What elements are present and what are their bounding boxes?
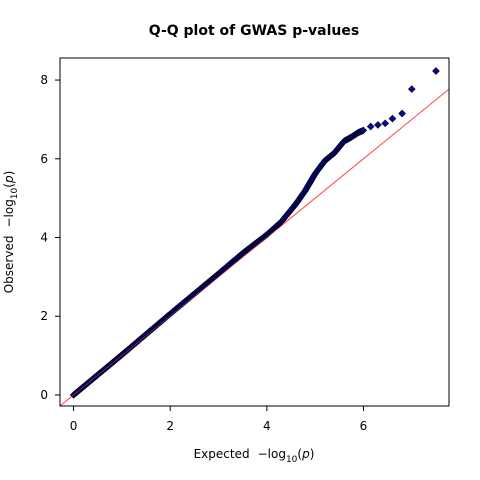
- plot-frame: [59, 57, 450, 407]
- x-axis-label-minus: −: [258, 447, 268, 461]
- y-tick-label: 2: [40, 309, 48, 323]
- data-point-top: [381, 119, 390, 128]
- y-tick-label: 8: [40, 73, 48, 87]
- x-tick-label: 6: [360, 419, 368, 433]
- y-axis-label-sub: 10: [10, 187, 20, 199]
- y-axis-label-var: p: [2, 175, 16, 184]
- data-point-top: [366, 122, 375, 131]
- data-point: [359, 126, 368, 135]
- y-tick-label: 6: [40, 152, 48, 166]
- y-axis-label: Observed −log10(p): [2, 171, 20, 294]
- x-axis-label-var: p: [301, 447, 310, 461]
- data-point-top: [374, 121, 382, 129]
- data-point-top: [388, 114, 397, 123]
- x-axis-label-sub: 10: [286, 455, 298, 465]
- x-axis-label: Expected −log10(p): [194, 447, 315, 465]
- data-point-top: [398, 109, 406, 118]
- y-axis-label-minus: −: [2, 217, 16, 227]
- x-axis-label-close: ): [310, 447, 315, 461]
- chart-title: Q-Q plot of GWAS p-values: [149, 23, 359, 39]
- plot-content: [60, 67, 449, 406]
- y-axis-label-open: (: [2, 183, 16, 188]
- x-axis-label-open: (: [297, 447, 302, 461]
- x-tick-label: 0: [70, 419, 78, 433]
- ticks-layer: 0 2 4 6 0 2 4 6 8: [40, 73, 367, 433]
- y-axis-label-prefix: Observed: [2, 236, 16, 294]
- y-tick-label: 0: [40, 388, 48, 402]
- x-axis-label-prefix: Expected: [194, 447, 250, 461]
- x-axis-label-log: log: [268, 447, 286, 461]
- y-axis-label-close: ): [2, 171, 16, 176]
- data-points: [69, 67, 440, 399]
- data-point-top: [432, 67, 440, 75]
- reference-line-overlay: [60, 229, 277, 406]
- y-tick-label: 4: [40, 231, 48, 245]
- x-tick-label: 2: [166, 419, 174, 433]
- data-point-top: [407, 85, 416, 93]
- y-axis-label-log: log: [2, 199, 16, 217]
- x-tick-label: 4: [263, 419, 271, 433]
